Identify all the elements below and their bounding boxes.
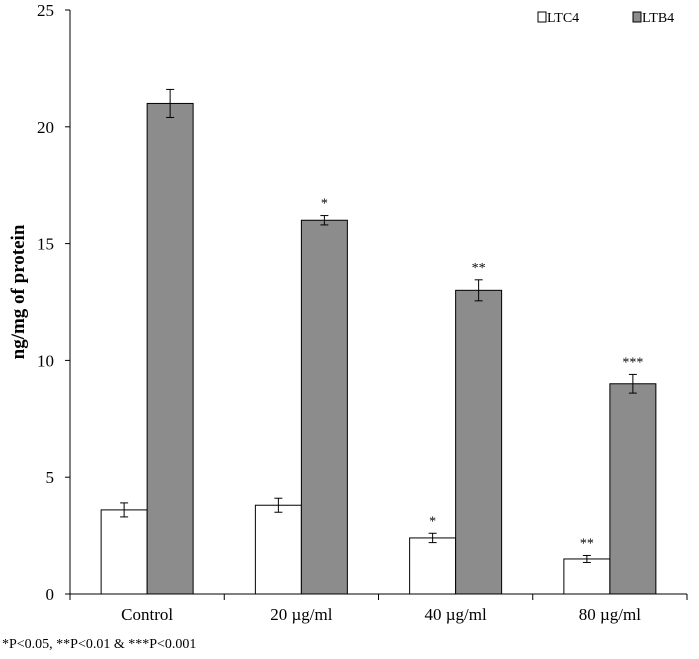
x-tick-label: 80 µg/ml [579,605,641,624]
legend-swatch-ltc4 [537,11,547,23]
x-tick-label: 20 µg/ml [270,605,332,624]
significance-label: ** [580,536,594,551]
x-tick-label: 40 µg/ml [425,605,487,624]
x-tick-label: Control [121,605,173,624]
y-tick-label: 15 [37,235,54,254]
y-tick-label: 10 [37,351,54,370]
bar-ltc4 [409,537,457,595]
significance-label: * [321,197,328,212]
legend-label-ltb4: LTB4 [642,11,674,26]
chart-axes: 0 5 10 15 20 25 ng/mg of protein Control 20 µg/m… [8,1,688,624]
chart-bars: ********* [100,88,657,595]
y-tick-label: 0 [46,585,55,604]
bar-ltb4 [300,219,348,595]
significance-label: * [429,514,436,529]
legend-swatch-ltb4 [632,11,642,23]
y-tick-label: 5 [46,468,55,487]
bar-ltc4 [563,558,611,595]
bar-ltc4 [100,509,148,595]
bar-ltb4 [146,102,194,595]
legend-label-ltc4: LTC4 [547,11,579,26]
chart-legend: LTC4 LTB4 [537,11,674,26]
bar-chart: 0 5 10 15 20 25 ng/mg of protein Control 20 µg/m… [8,1,688,624]
significance-label: ** [472,261,486,276]
bar-ltb4 [609,383,657,595]
significance-footnote: *P<0.05, **P<0.01 & ***P<0.001 [2,637,197,652]
bar-ltb4 [455,289,503,595]
significance-label: *** [622,355,643,370]
bar-ltc4 [254,504,302,595]
y-tick-label: 20 [37,118,54,137]
y-axis-label: ng/mg of protein [8,224,29,359]
y-tick-label: 25 [37,1,54,20]
